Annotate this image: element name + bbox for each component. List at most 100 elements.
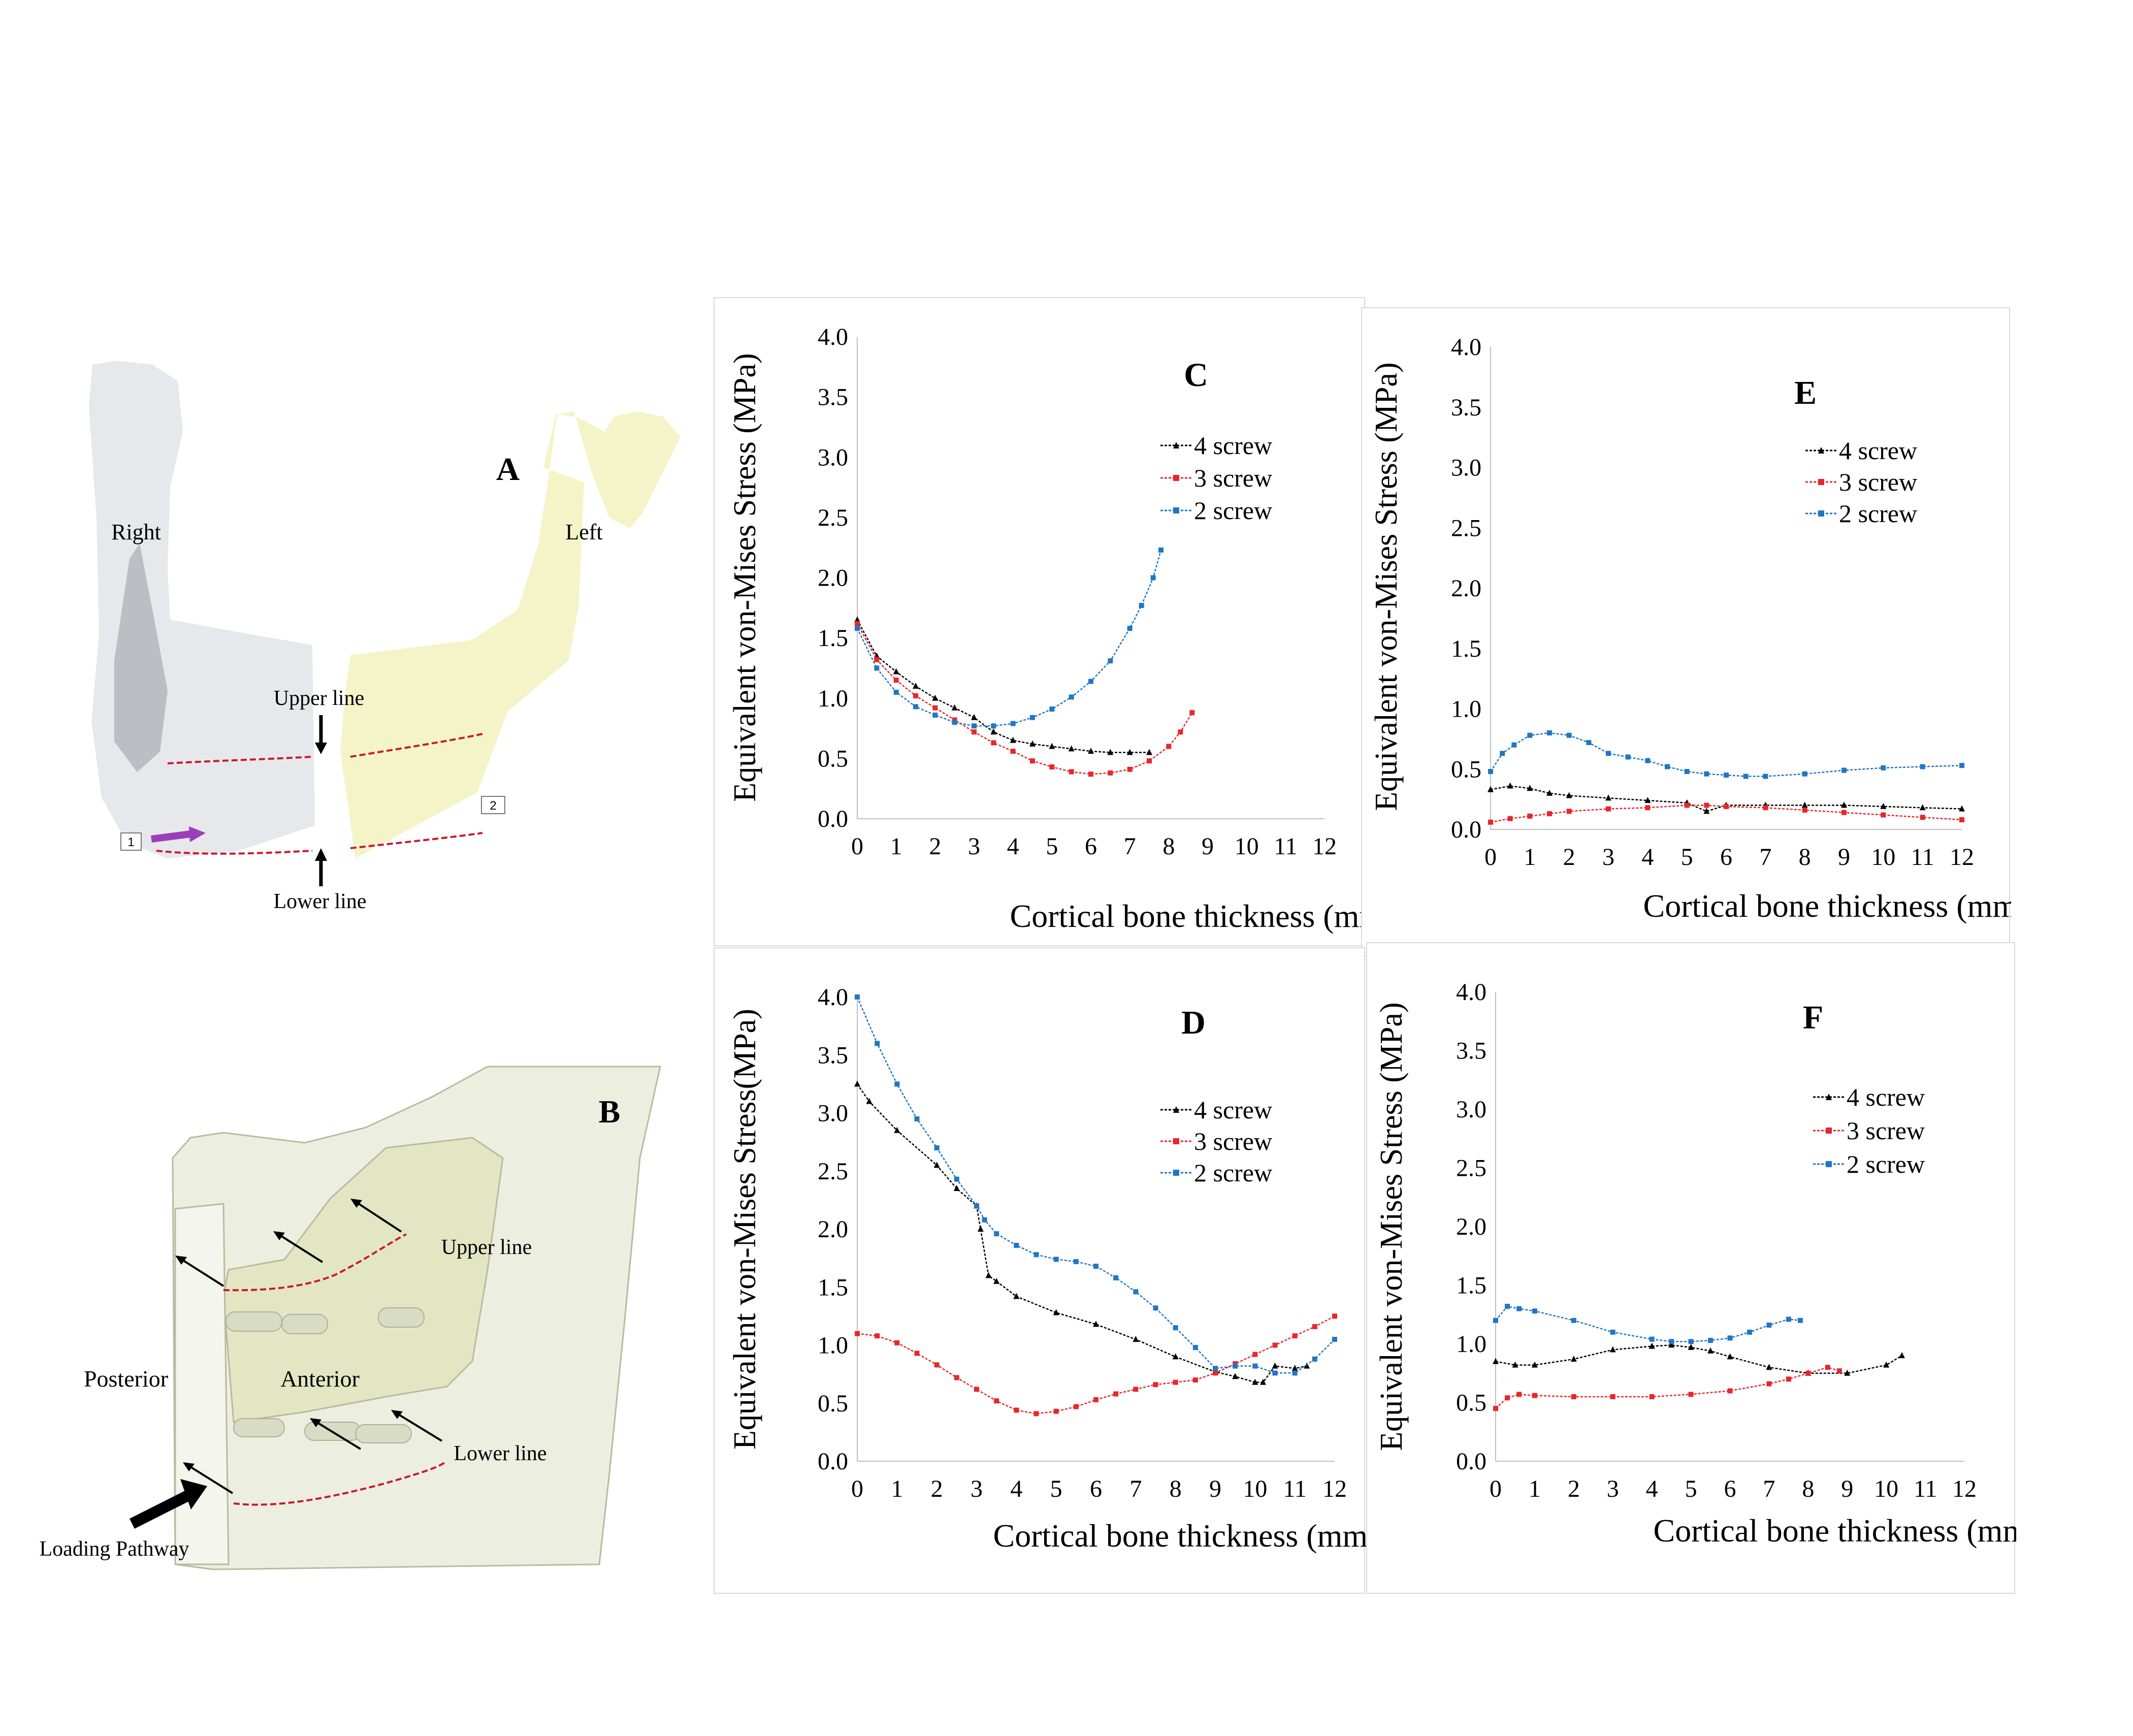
chart-d-series-2-point [1053,1257,1059,1262]
chart-e-series-2-point [1704,771,1709,777]
chart-e-series-1-point [1724,803,1729,809]
chart-f-x-tick-label: 12 [1952,1475,1977,1502]
chart-d-series-2-point [1093,1264,1098,1269]
b-lower-cut-line [233,1462,445,1506]
chart-c-y-tick-label: 1.5 [818,625,848,652]
chart-d-series-2-point [875,1041,880,1046]
chart-panel-e: 0.00.51.01.52.02.53.03.54.00 1 2 3 4 5 6 7 8 9 10 1… [1361,307,2011,956]
chart-c-series-2-point [972,723,977,729]
chart-c-series-2-point [874,665,880,671]
chart-c-series-1-point [1108,770,1113,776]
chart-d-series-line-2 [856,996,1335,1374]
chart-e-series-2-point [1802,771,1807,777]
chart-e-x-tick-label: 8 [1799,844,1811,871]
chart-d-series-1-point [1192,1377,1198,1383]
chart-c-legend-marker-2 [1173,507,1179,513]
chart-e-series-2-point [1511,742,1517,748]
chart-f-series-0-point [1493,1358,1499,1364]
chart-d-series-line-0 [856,1083,1307,1383]
marker-1-label: 1 [127,835,134,849]
chart-d-series-1-point [1014,1407,1019,1413]
chart-f-series-0-point [1844,1369,1851,1376]
chart-d-series-2-point [1153,1305,1158,1311]
chart-e-x-tick-label: 11 [1911,844,1934,871]
chart-f-series-2-point [1797,1317,1803,1323]
chart-e-series-line-1 [1490,805,1962,823]
chart-d-x-tick-label: 4 [1010,1475,1022,1502]
chart-e-series-0-point [1801,801,1808,808]
chart-e-series-1-point [1547,811,1552,817]
chart-f-legend-marker-2 [1826,1161,1832,1167]
purple-load-arrow [151,826,206,843]
chart-f-y-tick-label: 0.0 [1456,1448,1486,1475]
chart-e-series-2-point [1920,764,1925,769]
chart-d-series-0-point [1093,1321,1099,1327]
chart-e-series-0-point [1546,789,1553,796]
chart-d-series-2-point [1312,1356,1317,1362]
chart-c-y-tick-label: 0.5 [818,745,848,772]
chart-e-series-2-point [1724,773,1729,778]
chart-e-series-0-point [1566,792,1572,798]
chart-c-x-tick-label: 8 [1162,833,1175,860]
chart-d-series-1-point [1312,1324,1317,1329]
chart-d-series-0-point [1133,1336,1139,1342]
chart-e-series-2-point [1566,732,1572,738]
left-label: Left [565,520,602,544]
chart-e-series-2-point [1763,774,1768,779]
chart-d-series-1-point [1173,1379,1178,1385]
chart-f-series-1-point [1836,1368,1842,1374]
posterior-face [174,1203,230,1565]
chart-d-series-2-point [1014,1242,1019,1248]
chart-d-x-tick-label: 11 [1283,1475,1307,1502]
chart-c-series-line-0 [856,619,1149,753]
chart-c-x-tick-label: 12 [1312,833,1337,860]
chart-c-x-tick-label: 2 [929,833,941,860]
chart-f-series-2-point [1649,1336,1655,1342]
chart-f-series-2-point [1766,1323,1772,1328]
chart-c-series-0-point [1088,748,1094,754]
chart-d-series-2-point [1332,1337,1337,1342]
chart-e-series-1-point [1566,809,1572,814]
chart-c-series-0-point [913,683,919,689]
chart-e-series-2-point [1625,754,1631,760]
chart-f-series-2-point [1786,1316,1791,1322]
chart-c-y-tick-label: 1.0 [818,685,848,712]
chart-e-series-0-point [1507,782,1513,789]
chart-f-legend-marker-1 [1826,1128,1832,1134]
chart-e-y-tick-label: 3.5 [1451,394,1481,421]
chart-e-series-1-point [1684,802,1690,808]
chart-d-x-tick-label: 2 [931,1475,943,1502]
chart-e-series-1-point [1802,808,1807,813]
loading-pathway-arrow [130,1479,207,1529]
chart-c-series-0-point [932,694,939,701]
chart-f-series-2-point [1505,1304,1510,1309]
chart-d-series-1-point [1252,1352,1258,1357]
chart-f-series-1-point [1688,1392,1694,1397]
chart-c-series-1-point [1147,758,1152,764]
chart-d-series-1-point [994,1398,999,1404]
chart-f-series-0-point [1898,1352,1905,1359]
chart-f-series-0-point [1668,1341,1675,1348]
chart-e-series-1-point [1507,816,1513,821]
chart-c-y-tick-label: 2.0 [818,565,848,592]
chart-c-series-1-point [1166,744,1172,749]
chart-c-x-tick-label: 6 [1085,833,1097,860]
b-lower-line-label: Lower line [454,1442,546,1465]
chart-c-frame [714,297,1365,946]
chart-f-legend-marker-0 [1826,1094,1832,1100]
chart-d-series-1-point [1133,1387,1139,1392]
right-ramus-inner [114,543,168,772]
chart-c-y-tick-label: 3.0 [818,444,848,471]
chart-c-series-0-point [854,616,860,623]
chart-c-y-tick-label: 2.5 [818,504,848,531]
chart-d-series-2-point [1233,1363,1238,1369]
chart-c-series-0-point [1126,749,1133,755]
chart-d-series-1-point [1332,1313,1337,1319]
chart-c-x-tick-label: 3 [968,833,980,860]
chart-d-frame [714,947,1365,1594]
chart-c-x-tick-label: 5 [1046,833,1058,860]
upper-line-label: Upper line [274,687,364,710]
chart-d-series-0-point [1291,1365,1298,1371]
chart-e-series-1-point [1841,810,1847,815]
chart-d-series-2-point [1033,1252,1039,1258]
